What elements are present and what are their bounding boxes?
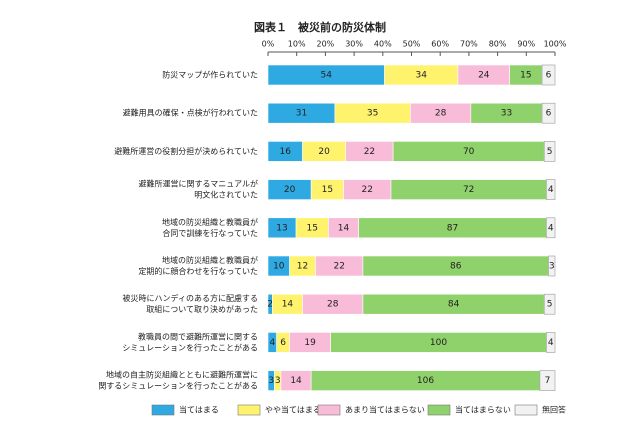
value-label: 6 [546,71,552,81]
value-label: 34 [415,71,427,81]
value-label: 4 [548,223,554,233]
value-label: 20 [284,185,296,195]
legend-label: 当てはまらない [455,405,511,415]
bar-segment [546,332,556,353]
x-tick-label: 40% [374,40,392,49]
x-tick-label: 30% [345,40,363,49]
x-tick-label: 50% [403,40,421,49]
value-label: 22 [362,185,373,195]
category-label: 避難所運営に関するマニュアルが [139,179,258,189]
legend-label: 無回答 [542,405,566,415]
value-label: 15 [322,185,333,195]
bar-segment [539,370,556,391]
x-tick-label: 60% [431,40,449,49]
legend-label: あまり当てはまらない [345,405,425,415]
x-tick-label: 0% [262,40,275,49]
value-label: 106 [417,376,434,386]
bar-segment [541,64,556,86]
category-label: 定期的に顔合わせを行なっていた [138,266,258,276]
value-label: 54 [321,71,333,81]
value-label: 20 [318,147,330,157]
category-label: 避難所運営の役割分担が決められていた [114,146,258,156]
value-label: 2 [267,300,273,310]
bar-segment [546,217,556,239]
value-label: 24 [478,71,490,81]
legend-label: 当てはまる [179,405,219,415]
legend-swatch [237,404,261,416]
value-label: 3 [549,262,555,272]
x-tick-label: 80% [489,40,507,49]
value-label: 70 [463,147,475,157]
x-tick-label: 90% [517,40,535,49]
value-label: 35 [367,109,378,119]
value-label: 33 [501,109,512,119]
chart-title: 図表１ 被災前の防災体制 [254,20,386,34]
value-label: 15 [520,71,531,81]
bar-segment [543,141,556,162]
bar-segment [541,102,556,124]
category-label: シミュレーションを行ったことがある [122,342,258,352]
value-label: 5 [547,147,553,157]
category-label: 被災時にハンディのある方に配慮する [123,293,258,303]
category-label: 合同で訓練を行なっていた [162,228,258,238]
category-label: 関するシミュレーションを行ったことがある [98,381,258,391]
category-label: 防災マップが作られていた [162,70,258,80]
value-label: 14 [290,376,302,386]
value-label: 86 [450,262,462,272]
value-label: 28 [435,109,447,119]
value-label: 28 [327,300,339,310]
category-label: 地域の防災組織と教職員が [162,217,258,227]
value-label: 14 [282,300,294,310]
category-label: 取組について取り決めがあった [146,304,258,314]
value-label: 16 [280,147,292,157]
bar-segment [548,255,556,277]
value-label: 6 [546,109,552,119]
value-label: 84 [448,300,460,310]
legend-swatch [427,404,451,416]
value-label: 3 [275,376,281,386]
legend-swatch [514,404,538,416]
category-label: 地域の自主防災組織とともに避難所運営に [106,370,258,380]
value-label: 4 [548,185,554,195]
bar-segment [543,293,556,315]
legend-label: やや当てはまる [265,405,321,415]
category-label: 教職員の間で避難所運営に関する [138,331,258,341]
category-label: 避難用具の確保・点検が行われていた [123,108,258,118]
value-label: 4 [548,338,554,348]
value-label: 6 [280,338,286,348]
x-tick-label: 70% [460,40,478,49]
category-label: 地域の防災組織と教職員が [162,255,258,265]
x-tick-label: 100% [544,40,567,49]
value-label: 22 [364,147,375,157]
value-label: 19 [304,338,316,348]
bar-segment [546,179,556,200]
value-label: 7 [545,376,551,386]
value-label: 100 [430,338,447,348]
value-label: 15 [307,223,318,233]
category-label: 明文化されていた [194,190,258,200]
x-tick-label: 10% [288,40,306,49]
value-label: 31 [296,109,307,119]
value-label: 72 [463,185,474,195]
value-label: 10 [273,262,285,272]
legend-swatch [317,404,341,416]
value-label: 22 [333,262,344,272]
x-tick-label: 20% [317,40,335,49]
value-label: 4 [269,338,275,348]
value-label: 13 [276,223,287,233]
value-label: 3 [268,376,274,386]
value-label: 12 [297,262,308,272]
legend-swatch [151,404,175,416]
value-label: 14 [338,223,350,233]
value-label: 87 [447,223,458,233]
value-label: 5 [547,300,553,310]
